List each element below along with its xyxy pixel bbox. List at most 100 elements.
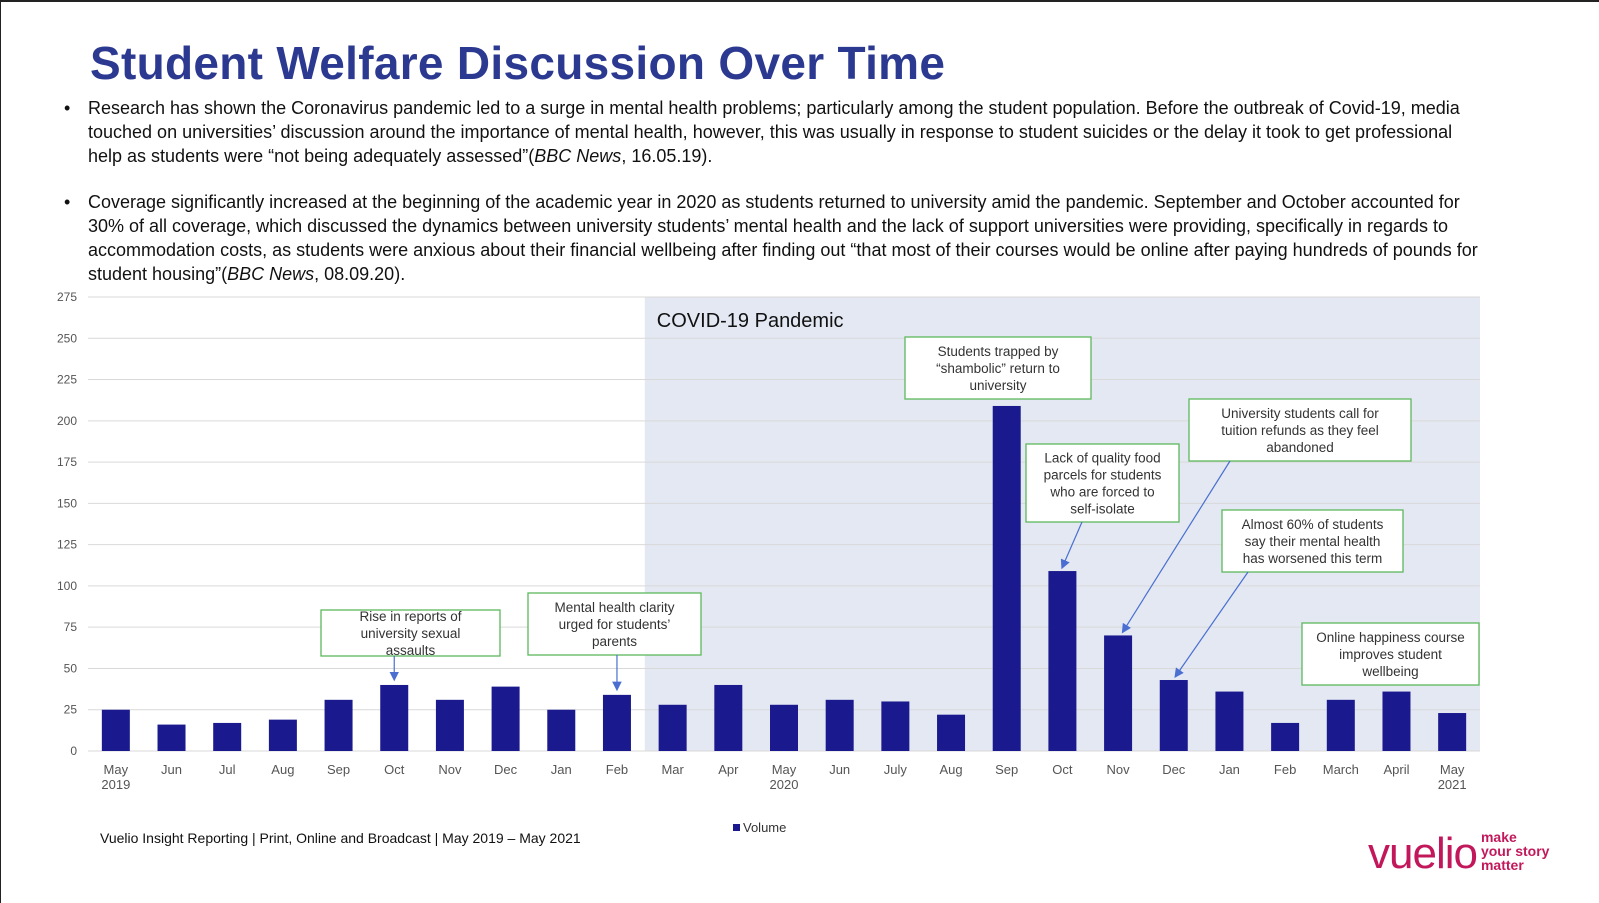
annotation-text: has worsened this term <box>1243 551 1383 566</box>
annotation-text: “shambolic” return to <box>936 361 1060 376</box>
annotation-callout: Mental health clarity urged for students’… <box>527 592 702 692</box>
x-tick-label: Mar <box>661 762 684 777</box>
source-citation: BBC News <box>534 146 622 166</box>
annotation-text: university sexual <box>361 626 461 641</box>
bar <box>714 684 743 751</box>
source-citation: BBC News <box>227 264 315 284</box>
bullet-dot: • <box>64 98 71 118</box>
annotation-text: who are forced to <box>1049 485 1154 500</box>
x-tick-label: Aug <box>271 762 294 777</box>
left-border <box>0 0 1 903</box>
chart-legend: Volume <box>733 820 786 835</box>
bar-chart: COVID-19 Pandemic 0 25 50 75 100 125 150 175 200 2… <box>57 290 1480 792</box>
x-tick-label: Dec <box>494 762 518 777</box>
annotation-arrow <box>1121 460 1231 634</box>
annotation-box <box>1025 443 1180 523</box>
x-tick-label: Jun <box>161 762 182 777</box>
annotation-box <box>320 609 501 657</box>
bar <box>992 405 1021 751</box>
annotation-text: Online happiness course <box>1316 630 1465 645</box>
x-tick-label: Jan <box>551 762 572 777</box>
logo-wordmark: vuelio <box>1368 829 1478 878</box>
logo-tagline: make your story matter <box>1480 829 1550 873</box>
bar <box>1159 680 1188 751</box>
annotation-box <box>904 336 1092 400</box>
bar <box>380 684 409 751</box>
bar <box>1104 635 1133 751</box>
x-tick-label: May <box>1440 762 1465 777</box>
y-tick-label: 75 <box>64 620 78 634</box>
x-tick-label: Feb <box>1274 762 1296 777</box>
x-tick-label: Feb <box>606 762 628 777</box>
annotation-callout: Lack of quality food parcels for students… <box>1025 443 1180 570</box>
y-tick-label: 150 <box>57 496 77 510</box>
y-tick-label: 250 <box>57 331 77 345</box>
x-tick-label: Oct <box>1052 762 1073 777</box>
x-tick-label: Jun <box>829 762 850 777</box>
bar <box>324 699 353 751</box>
y-tick-label: 25 <box>64 703 78 717</box>
bar <box>825 699 854 751</box>
y-tick-label: 0 <box>70 744 77 758</box>
bar <box>602 694 631 751</box>
x-tick-label: April <box>1383 762 1409 777</box>
annotation-text: self-isolate <box>1070 502 1135 517</box>
annotation-callout: Students trapped by “shambolic” return to… <box>904 336 1092 400</box>
annotation-text: parcels for students <box>1044 468 1162 483</box>
bar <box>1382 691 1411 751</box>
bar <box>491 686 520 751</box>
bar <box>435 699 464 751</box>
annotation-callout: Online happiness course improves student w… <box>1301 622 1480 686</box>
annotation-text: abandoned <box>1266 440 1334 455</box>
annotation-text: University students call for <box>1221 406 1379 421</box>
annotation-box <box>1188 398 1412 462</box>
x-tick-label: Nov <box>438 762 462 777</box>
annotation-callout: University students call for tuition refu… <box>1121 398 1412 634</box>
annotation-text: wellbeing <box>1361 664 1418 679</box>
bar <box>1215 691 1244 751</box>
annotation-box <box>527 592 702 656</box>
bar <box>881 701 910 751</box>
bar <box>547 709 576 751</box>
bar <box>937 714 966 751</box>
bar <box>658 704 687 751</box>
annotation-text: assaults <box>386 643 436 658</box>
x-tick-label: March <box>1323 762 1359 777</box>
bar <box>157 724 186 751</box>
bullet-text: Coverage significantly increased at the … <box>88 192 1478 284</box>
x-tick-label: 2019 <box>101 777 130 792</box>
annotation-box <box>1301 622 1480 686</box>
footer-note: Vuelio Insight Reporting | Print, Online… <box>100 830 581 846</box>
annotation-text: Rise in reports of <box>359 609 461 624</box>
x-tick-label: 2020 <box>770 777 799 792</box>
annotation-text: improves student <box>1339 647 1442 662</box>
annotation-text: tuition refunds as they feel <box>1221 423 1379 438</box>
y-tick-label: 225 <box>57 373 77 387</box>
x-tick-label: Sep <box>327 762 350 777</box>
top-border <box>0 0 1599 2</box>
x-tick-label: 2021 <box>1438 777 1467 792</box>
bar <box>1438 713 1467 751</box>
x-tick-label: July <box>884 762 908 777</box>
annotation-arrow <box>1060 521 1083 570</box>
page-title: Student Welfare Discussion Over Time <box>90 37 946 89</box>
annotation-callout: Almost 60% of students say their mental h… <box>1174 509 1404 678</box>
annotation-text: Mental health clarity <box>554 600 674 615</box>
bar <box>101 709 130 751</box>
bar <box>1271 722 1300 751</box>
bullet-dot: • <box>64 192 71 212</box>
annotation-callout: Rise in reports of university sexual assau… <box>320 609 501 682</box>
annotation-text: Students trapped by <box>938 344 1059 359</box>
bar <box>268 719 297 751</box>
annotation-text: Lack of quality food <box>1044 451 1160 466</box>
x-tick-label: Apr <box>718 762 739 777</box>
shaded-region-label: COVID-19 Pandemic <box>657 310 844 332</box>
bar <box>1048 571 1077 751</box>
y-tick-label: 175 <box>57 455 77 469</box>
annotation-text: say their mental health <box>1245 534 1381 549</box>
y-tick-label: 50 <box>64 661 78 675</box>
bullet-list: • Research has shown the Coronavirus pan… <box>64 96 1484 308</box>
x-tick-label: Oct <box>384 762 405 777</box>
y-tick-label: 275 <box>57 290 77 304</box>
x-tick-label: Jan <box>1219 762 1240 777</box>
